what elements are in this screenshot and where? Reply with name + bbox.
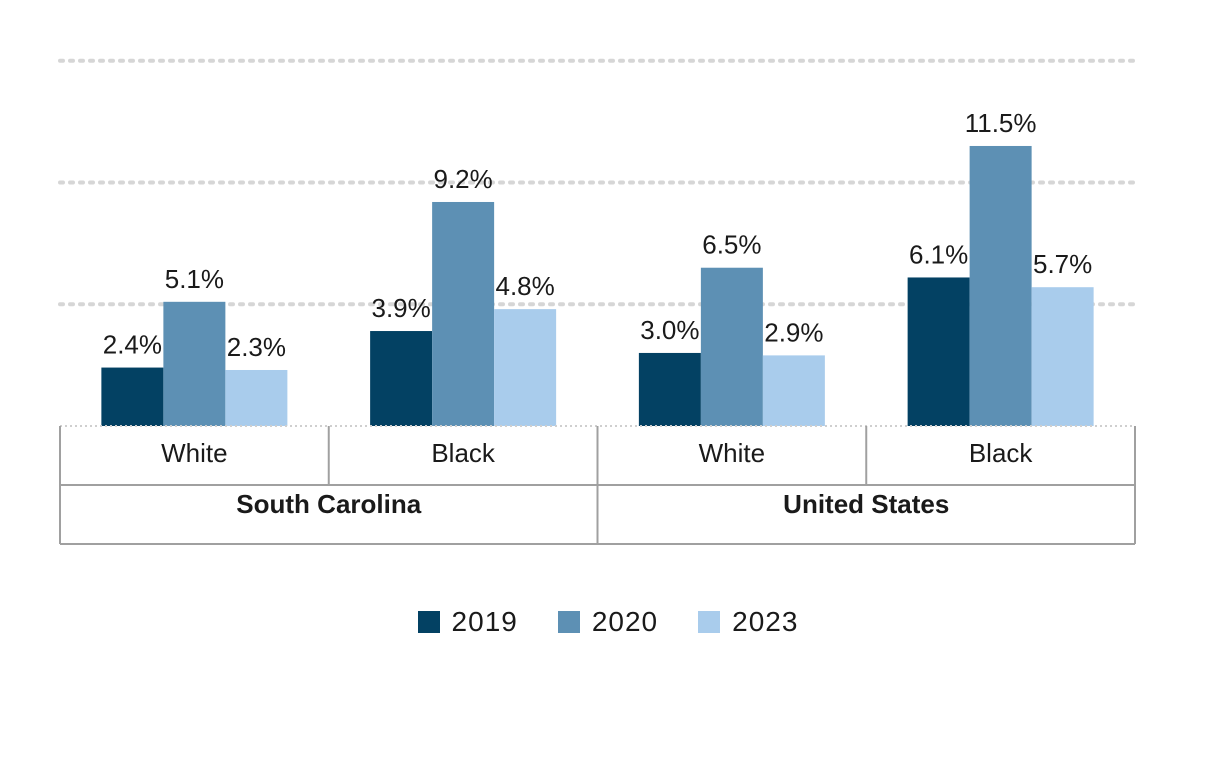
legend-item-2020: 2020 xyxy=(557,606,659,638)
data-label-2023-1: 4.8% xyxy=(495,271,554,301)
bar-2019-1 xyxy=(370,331,433,426)
data-label-2020-1: 9.2% xyxy=(433,164,492,194)
legend-item-2023: 2023 xyxy=(698,606,798,638)
data-label-2019-2: 3.0% xyxy=(640,315,699,345)
category-label-3: Black xyxy=(969,438,1034,468)
category-label-2: White xyxy=(699,438,765,468)
data-label-2020-2: 6.5% xyxy=(702,230,761,260)
data-label-2019-1: 3.9% xyxy=(371,293,430,323)
bar-2020-3 xyxy=(969,145,1032,426)
bar-2019-0 xyxy=(101,367,164,426)
data-label-2019-3: 6.1% xyxy=(909,239,968,269)
bar-2023-1 xyxy=(494,309,557,426)
data-label-2023-2: 2.9% xyxy=(764,317,823,347)
group-label-0: South Carolina xyxy=(236,489,421,519)
data-label-2023-3: 5.7% xyxy=(1033,249,1092,279)
group-label-1: United States xyxy=(783,489,949,519)
data-label-2019-0: 2.4% xyxy=(103,330,162,360)
data-label-2023-0: 2.3% xyxy=(227,332,286,362)
legend-swatch-2020 xyxy=(557,611,580,633)
bar-2023-3 xyxy=(1031,287,1094,426)
legend-label-2019: 2019 xyxy=(451,606,518,637)
category-label-1: Black xyxy=(431,438,496,468)
legend-label-2023: 2023 xyxy=(732,606,799,637)
data-label-2020-0: 5.1% xyxy=(165,264,224,294)
bar-2023-0 xyxy=(225,369,288,426)
bar-2019-2 xyxy=(638,352,701,426)
bar-2019-3 xyxy=(907,277,970,426)
bar-2020-1 xyxy=(432,201,495,426)
bar-2020-0 xyxy=(163,301,226,426)
category-label-0: White xyxy=(161,438,227,468)
legend-label-2020: 2020 xyxy=(591,606,659,637)
legend: 2019 2020 2023 xyxy=(0,606,1216,638)
bar-2023-2 xyxy=(762,355,825,426)
legend-item-2019: 2019 xyxy=(417,606,518,638)
legend-swatch-2023 xyxy=(698,611,721,633)
bar-2020-2 xyxy=(700,267,763,426)
legend-swatch-2019 xyxy=(417,611,440,633)
data-label-2020-3: 11.5% xyxy=(965,108,1037,138)
